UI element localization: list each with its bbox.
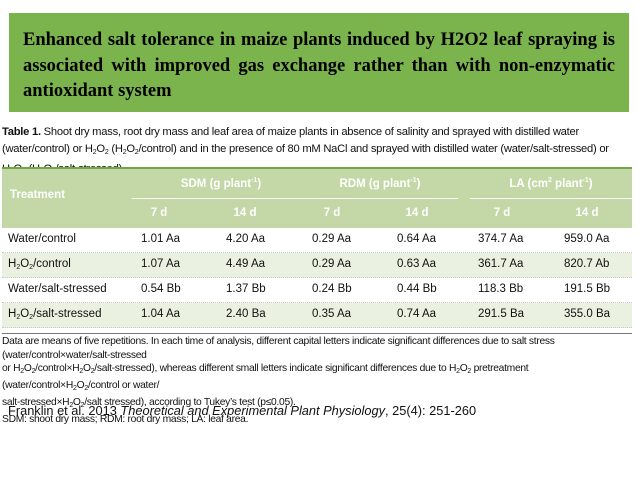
cell-rdm-14d: 0.63 Aa: [397, 258, 437, 270]
subheader-sdm-14d: 14 d: [233, 207, 257, 219]
citation-authors: Franklin et al. 2013: [8, 403, 121, 418]
table-row: Water/control 1.01 Aa 4.20 Aa 0.29 Aa 0.…: [2, 228, 632, 253]
table-row: H2O2/control 1.07 Aa 4.49 Aa 0.29 Aa 0.6…: [2, 253, 632, 278]
table-header: Treatment SDM (g plant-1) RDM (g plant-1…: [2, 169, 632, 228]
cell-rdm-7d: 0.24 Bb: [312, 283, 352, 295]
treatment-header: Treatment: [10, 189, 65, 201]
notes-line-2: or H2O2/control×H2O2/salt-stressed), whe…: [2, 363, 529, 393]
cell-sdm-7d: 1.04 Aa: [141, 308, 181, 320]
title-banner: Enhanced salt tolerance in maize plants …: [9, 13, 629, 112]
cell-la-14d: 355.0 Ba: [564, 308, 611, 320]
sdm-rule: [132, 198, 310, 199]
cell-rdm-7d: 0.29 Aa: [312, 233, 352, 245]
row-treatment: H2O2/control: [8, 258, 71, 271]
cell-la-14d: 820.7 Ab: [564, 258, 610, 270]
cell-sdm-14d: 4.49 Aa: [226, 258, 266, 270]
cell-la-7d: 374.7 Aa: [478, 233, 524, 245]
citation-journal: Theoretical and Experimental Plant Physi…: [120, 403, 386, 418]
data-table: Treatment SDM (g plant-1) RDM (g plant-1…: [2, 167, 632, 328]
cell-rdm-14d: 0.64 Aa: [397, 233, 437, 245]
table-row: Water/salt-stressed 0.54 Bb 1.37 Bb 0.24…: [2, 278, 632, 303]
cell-sdm-14d: 4.20 Aa: [226, 233, 266, 245]
sdm-header: SDM (g plant-1): [180, 177, 262, 190]
citation-details: , 25(4): 251-260: [385, 403, 477, 418]
row-treatment: Water/control: [8, 233, 76, 245]
cell-la-7d: 291.5 Ba: [478, 308, 525, 320]
table-notes: Data are means of five repetitions. In e…: [2, 333, 632, 426]
cell-sdm-7d: 1.01 Aa: [141, 233, 181, 245]
cell-sdm-14d: 1.37 Bb: [226, 283, 266, 295]
cell-rdm-14d: 0.74 Aa: [397, 308, 437, 320]
banner-title: Enhanced salt tolerance in maize plants …: [23, 30, 615, 101]
cell-sdm-7d: 0.54 Bb: [141, 283, 181, 295]
row-treatment: Water/salt-stressed: [8, 283, 107, 295]
notes-line-4: SDM: shoot dry mass; RDM: root dry mass;…: [2, 413, 249, 425]
row-treatment: H2O2/salt-stressed: [8, 308, 102, 321]
subheader-rdm-14d: 14 d: [405, 207, 429, 219]
caption-label: Table 1.: [2, 126, 41, 138]
cell-rdm-14d: 0.44 Bb: [397, 283, 437, 295]
table-row: H2O2/salt-stressed 1.04 Aa 2.40 Ba 0.35 …: [2, 303, 632, 328]
subheader-la-14d: 14 d: [575, 207, 599, 219]
cell-rdm-7d: 0.29 Aa: [312, 258, 352, 270]
cell-la-14d: 959.0 Aa: [564, 233, 610, 245]
cell-rdm-7d: 0.35 Aa: [312, 308, 352, 320]
subheader-rdm-7d: 7 d: [323, 207, 341, 219]
subheader-sdm-7d: 7 d: [150, 207, 168, 219]
cell-la-7d: 361.7 Aa: [478, 258, 524, 270]
citation: Franklin et al. 2013 Theoretical and Exp…: [8, 403, 476, 418]
la-rule: [470, 198, 632, 199]
cell-sdm-7d: 1.07 Aa: [141, 258, 181, 270]
notes-line-3: salt-stressed×H2O2/salt stressed), accor…: [2, 396, 296, 409]
cell-sdm-14d: 2.40 Ba: [226, 308, 266, 320]
rdm-rule: [302, 198, 458, 199]
notes-line-1: Data are means of five repetitions. In e…: [2, 336, 555, 361]
rdm-header: RDM (g plant-1): [339, 177, 421, 190]
subheader-la-7d: 7 d: [493, 207, 511, 219]
la-header: LA (cm2 plant-1): [509, 177, 593, 190]
cell-la-7d: 118.3 Bb: [478, 283, 524, 295]
cell-la-14d: 191.5 Bb: [564, 283, 611, 295]
